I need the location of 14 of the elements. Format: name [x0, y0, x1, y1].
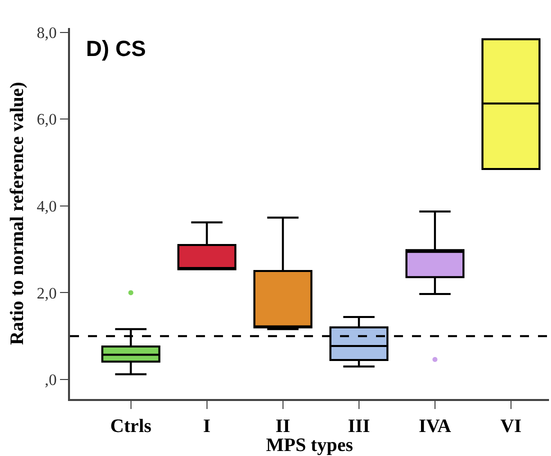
- x-tick-label: II: [275, 416, 290, 437]
- y-axis-title: Ratio to normal reference value): [7, 82, 28, 346]
- y-tick-label: 2,0: [36, 285, 57, 302]
- chart-title: D) CS: [86, 36, 146, 61]
- y-tick-label: 6,0: [36, 112, 57, 129]
- x-axis-title: MPS types: [266, 435, 354, 456]
- y-tick-label: 8,0: [36, 24, 57, 42]
- x-tick-label: III: [348, 416, 370, 437]
- y-tick-label: ,0: [44, 372, 57, 390]
- x-tick-label: Ctrls: [110, 416, 152, 437]
- x-tick-label: VI: [500, 416, 522, 437]
- x-tick-label: IVA: [418, 416, 452, 437]
- y-tick-label: 4,0: [36, 198, 57, 216]
- x-tick-label: I: [203, 416, 211, 437]
